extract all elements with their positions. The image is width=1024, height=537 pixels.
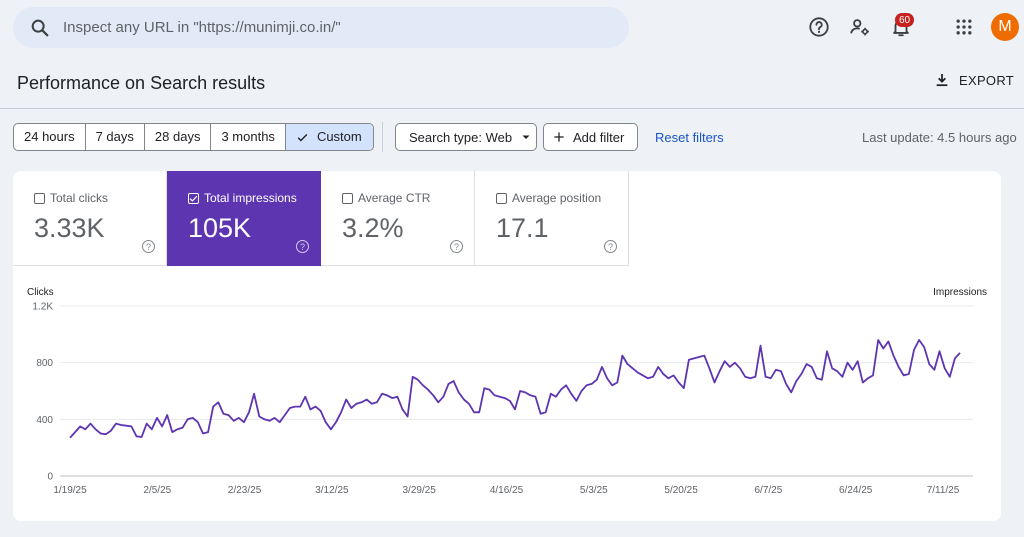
last-update-text: Last update: 4.5 hours ago	[862, 130, 1017, 145]
search-type-label: Search type: Web	[409, 129, 513, 145]
page-title: Performance on Search results	[17, 73, 266, 93]
metric-total-impressions[interactable]: Total impressions 105K ?	[167, 171, 321, 266]
x-tick-label: 2/23/25	[228, 485, 262, 496]
help-icon[interactable]: ?	[450, 240, 463, 253]
search-input[interactable]	[63, 19, 603, 36]
url-inspect-search[interactable]	[13, 7, 629, 48]
metric-average-position[interactable]: Average position 17.1 ?	[475, 171, 629, 266]
range-3-months[interactable]: 3 months	[211, 124, 286, 150]
search-type-dropdown[interactable]: Search type: Web	[395, 123, 537, 151]
y-tick-label: 800	[36, 358, 53, 369]
range-7-days[interactable]: 7 days	[86, 124, 145, 150]
plus-icon	[554, 132, 564, 142]
range-custom[interactable]: Custom	[285, 124, 373, 150]
metric-value: 105K	[188, 213, 252, 243]
metric-label: Total impressions	[204, 191, 297, 205]
help-icon[interactable]: ?	[296, 240, 309, 253]
x-tick-label: 4/16/25	[490, 485, 524, 496]
x-tick-label: 6/24/25	[839, 485, 873, 496]
help-icon[interactable]: ?	[604, 240, 617, 253]
export-button[interactable]: EXPORT	[934, 72, 1014, 88]
account-avatar[interactable]: M	[991, 13, 1019, 41]
export-label: EXPORT	[959, 72, 1015, 88]
notifications-count-badge: 60	[895, 13, 914, 27]
apps-grid-icon[interactable]	[951, 14, 977, 40]
header-divider	[0, 108, 1024, 109]
metric-average-ctr[interactable]: Average CTR 3.2% ?	[321, 171, 475, 266]
check-icon	[297, 133, 308, 141]
x-tick-label: 1/19/25	[53, 485, 87, 496]
y-tick-label: 0	[47, 472, 53, 483]
add-filter-button[interactable]: Add filter	[543, 123, 638, 151]
x-tick-label: 3/12/25	[315, 485, 349, 496]
download-icon	[936, 74, 948, 87]
range-28-days[interactable]: 28 days	[145, 124, 212, 150]
help-icon[interactable]: ?	[142, 240, 155, 253]
y-tick-label: 1.2K	[32, 302, 53, 313]
metric-value: 3.2%	[342, 213, 404, 243]
dropdown-arrow-icon	[522, 135, 530, 139]
metric-value: 3.33K	[34, 213, 105, 243]
checkbox-checked-icon	[188, 192, 199, 204]
add-filter-label: Add filter	[573, 129, 625, 145]
checkbox-unchecked-icon	[342, 192, 353, 204]
x-tick-label: 5/20/25	[664, 485, 698, 496]
right-axis-label: Impressions	[933, 287, 987, 298]
x-tick-label: 6/7/25	[754, 485, 782, 496]
y-tick-label: 400	[36, 415, 53, 426]
x-tick-label: 3/29/25	[403, 485, 437, 496]
reset-filters-link[interactable]: Reset filters	[655, 130, 724, 145]
left-axis-label: Clicks	[27, 287, 54, 298]
checkbox-unchecked-icon	[496, 192, 507, 204]
performance-card: Total clicks 3.33K ? Total impressions 1…	[13, 171, 1001, 521]
x-tick-label: 5/3/25	[580, 485, 608, 496]
x-tick-label: 7/11/25	[927, 485, 960, 496]
performance-chart: Clicks Impressions 0 400 800 1.2K 1/19/25 2/5/2…	[27, 287, 987, 496]
date-range-selector: 24 hours 7 days 28 days 3 months Custom	[13, 123, 374, 151]
impressions-series-line	[69, 339, 961, 439]
range-custom-label: Custom	[316, 129, 362, 144]
metric-value: 17.1	[496, 213, 549, 243]
search-icon	[31, 19, 49, 36]
metric-total-clicks[interactable]: Total clicks 3.33K ?	[13, 171, 167, 266]
checkbox-unchecked-icon	[34, 192, 45, 204]
filter-divider	[382, 122, 383, 152]
metric-label: Average position	[512, 191, 602, 205]
user-settings-icon[interactable]	[847, 14, 873, 40]
range-24-hours[interactable]: 24 hours	[14, 124, 86, 150]
metric-label: Average CTR	[358, 191, 431, 205]
x-tick-label: 2/5/25	[143, 485, 171, 496]
help-icon[interactable]	[806, 14, 832, 40]
metric-label: Total clicks	[50, 191, 109, 205]
